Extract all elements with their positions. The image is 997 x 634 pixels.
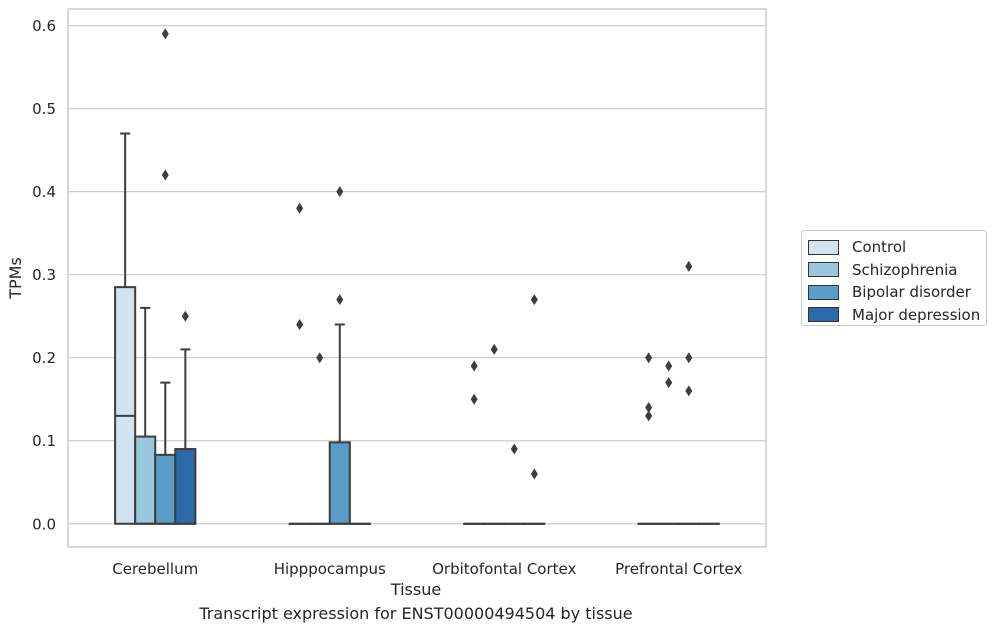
box-bipolar-disorder xyxy=(328,186,351,525)
y-tick-label: 0.3 xyxy=(32,266,56,284)
y-tick-label: 0.5 xyxy=(32,100,56,118)
outlier-point xyxy=(685,260,693,272)
outlier-point xyxy=(336,186,344,198)
legend-label: Schizophrenia xyxy=(852,260,958,279)
box-schizophrenia xyxy=(657,360,680,525)
legend-swatch xyxy=(808,284,839,300)
outlier-point xyxy=(645,352,653,364)
x-tick-label: Cerebellum xyxy=(112,560,198,578)
legend-label: Control xyxy=(852,238,907,257)
outlier-point xyxy=(510,443,518,455)
y-tick-labels: 0.0 0.1 0.2 0.3 0.4 0.5 0.6 xyxy=(32,17,56,533)
box xyxy=(154,453,177,525)
chart-caption: Transcript expression for ENST0000049450… xyxy=(199,604,633,623)
outlier-point xyxy=(296,202,304,214)
box-schizophrenia xyxy=(483,343,506,525)
outlier-point xyxy=(665,377,673,389)
box-bipolar-disorder xyxy=(677,260,700,525)
outlier-point xyxy=(336,294,344,306)
y-tick-label: 0.2 xyxy=(32,349,56,367)
outlier-point xyxy=(665,360,673,372)
outlier-point xyxy=(161,169,169,181)
legend-item: Major depression xyxy=(808,304,986,327)
legend-item: Bipolar disorder xyxy=(808,281,986,304)
legend-item: Schizophrenia xyxy=(808,259,986,282)
outlier-point xyxy=(490,343,498,355)
outlier-point xyxy=(685,352,693,364)
box xyxy=(174,448,197,525)
outlier-point xyxy=(470,393,478,405)
outlier-point xyxy=(316,352,324,364)
outlier-point xyxy=(181,310,189,322)
x-tick-label: Hipppocampus xyxy=(274,560,386,578)
outlier-point xyxy=(645,402,653,414)
legend: Control Schizophrenia Bipolar disorder Majo… xyxy=(801,230,987,326)
outlier-point xyxy=(161,28,169,40)
box-series xyxy=(114,28,720,525)
box xyxy=(328,441,351,525)
box-major-depression xyxy=(523,294,546,525)
x-tick-labels: Cerebellum Hipppocampus Orbitofontal Corte… xyxy=(112,560,742,578)
outlier-point xyxy=(685,385,693,397)
outlier-point xyxy=(296,318,304,330)
legend-item: Control xyxy=(808,236,986,259)
legend-swatch xyxy=(808,239,839,255)
y-tick-label: 0.4 xyxy=(32,183,56,201)
outlier-point xyxy=(470,360,478,372)
outlier-point xyxy=(530,294,538,306)
x-axis-label: Tissue xyxy=(390,580,441,599)
legend-label: Major depression xyxy=(852,305,981,324)
box-major-depression xyxy=(174,310,197,525)
box xyxy=(134,435,157,525)
box xyxy=(114,286,137,525)
legend-swatch xyxy=(808,307,839,323)
outlier-point xyxy=(530,468,538,480)
outlier-point xyxy=(645,410,653,422)
x-tick-label: Prefrontal Cortex xyxy=(615,560,742,578)
legend-swatch xyxy=(808,262,839,278)
y-tick-label: 0.1 xyxy=(32,432,56,450)
y-tick-label: 0.6 xyxy=(32,17,56,35)
legend-label: Bipolar disorder xyxy=(852,283,971,302)
box-control xyxy=(637,352,660,525)
x-tick-label: Orbitofontal Cortex xyxy=(432,560,576,578)
y-tick-label: 0.0 xyxy=(32,515,56,533)
y-axis-label: TPMs xyxy=(6,257,25,300)
box-control xyxy=(114,132,137,525)
box-schizophrenia xyxy=(134,306,157,525)
